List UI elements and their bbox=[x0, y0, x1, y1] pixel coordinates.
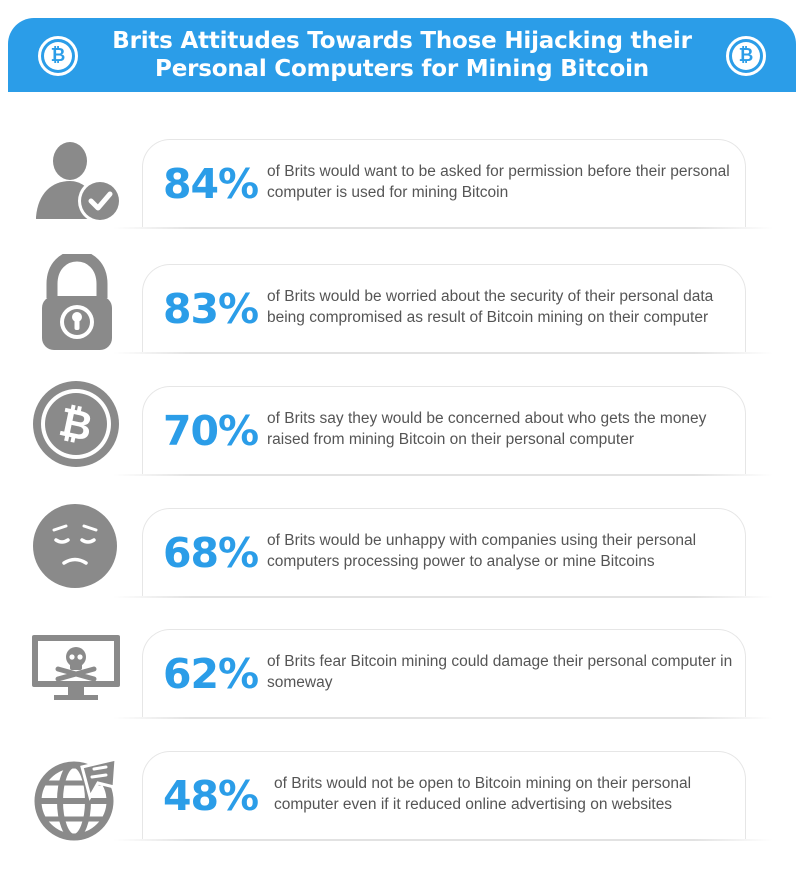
monitor-skull-icon bbox=[30, 633, 124, 727]
stat-card: 62% of Brits fear Bitcoin mining could d… bbox=[113, 629, 773, 719]
stat-row: ₿ 70% of Brits say they would be concern… bbox=[0, 381, 800, 486]
stat-description: of Brits would not be open to Bitcoin mi… bbox=[274, 775, 692, 813]
stat-card: 83% of Brits would be worried about the … bbox=[113, 264, 773, 354]
stat-row: 84% of Brits would want to be asked for … bbox=[0, 139, 800, 239]
stat-description: of Brits would be worried about the secu… bbox=[267, 288, 714, 326]
sad-face-icon bbox=[30, 500, 124, 594]
stat-percent: 62% bbox=[163, 650, 259, 698]
stat-row: 68% of Brits would be unhappy with compa… bbox=[0, 504, 800, 608]
page-title: Brits Attitudes Towards Those Hijacking … bbox=[112, 28, 692, 82]
stat-row: 48% of Brits would not be open to Bitcoi… bbox=[0, 751, 800, 851]
stat-description: of Brits fear Bitcoin mining could damag… bbox=[267, 653, 733, 691]
stat-card: 70% of Brits say they would be concerned… bbox=[113, 386, 773, 476]
stat-description: of Brits would be unhappy with companies… bbox=[267, 532, 697, 570]
stat-percent: 84% bbox=[163, 160, 259, 208]
stat-card: 48% of Brits would not be open to Bitcoi… bbox=[113, 751, 773, 841]
stat-card: 68% of Brits would be unhappy with compa… bbox=[113, 508, 773, 598]
stat-percent: 70% bbox=[163, 407, 259, 455]
globe-ad-icon bbox=[30, 757, 124, 851]
stat-description: of Brits would want to be asked for perm… bbox=[267, 163, 730, 201]
stat-description: of Brits say they would be concerned abo… bbox=[267, 410, 707, 448]
stat-row: 62% of Brits fear Bitcoin mining could d… bbox=[0, 629, 800, 729]
header-banner: ₿ Brits Attitudes Towards Those Hijackin… bbox=[8, 18, 796, 92]
bitcoin-icon: ₿ bbox=[726, 36, 766, 76]
bitcoin-coin-icon: ₿ bbox=[30, 378, 124, 472]
stat-percent: 48% bbox=[163, 772, 259, 820]
stat-percent: 83% bbox=[163, 285, 259, 333]
user-check-icon bbox=[30, 139, 124, 233]
stat-card: 84% of Brits would want to be asked for … bbox=[113, 139, 773, 229]
bitcoin-icon: ₿ bbox=[38, 36, 78, 76]
stat-percent: 68% bbox=[163, 529, 259, 577]
padlock-icon bbox=[30, 250, 124, 350]
stat-row: 83% of Brits would be worried about the … bbox=[0, 250, 800, 364]
